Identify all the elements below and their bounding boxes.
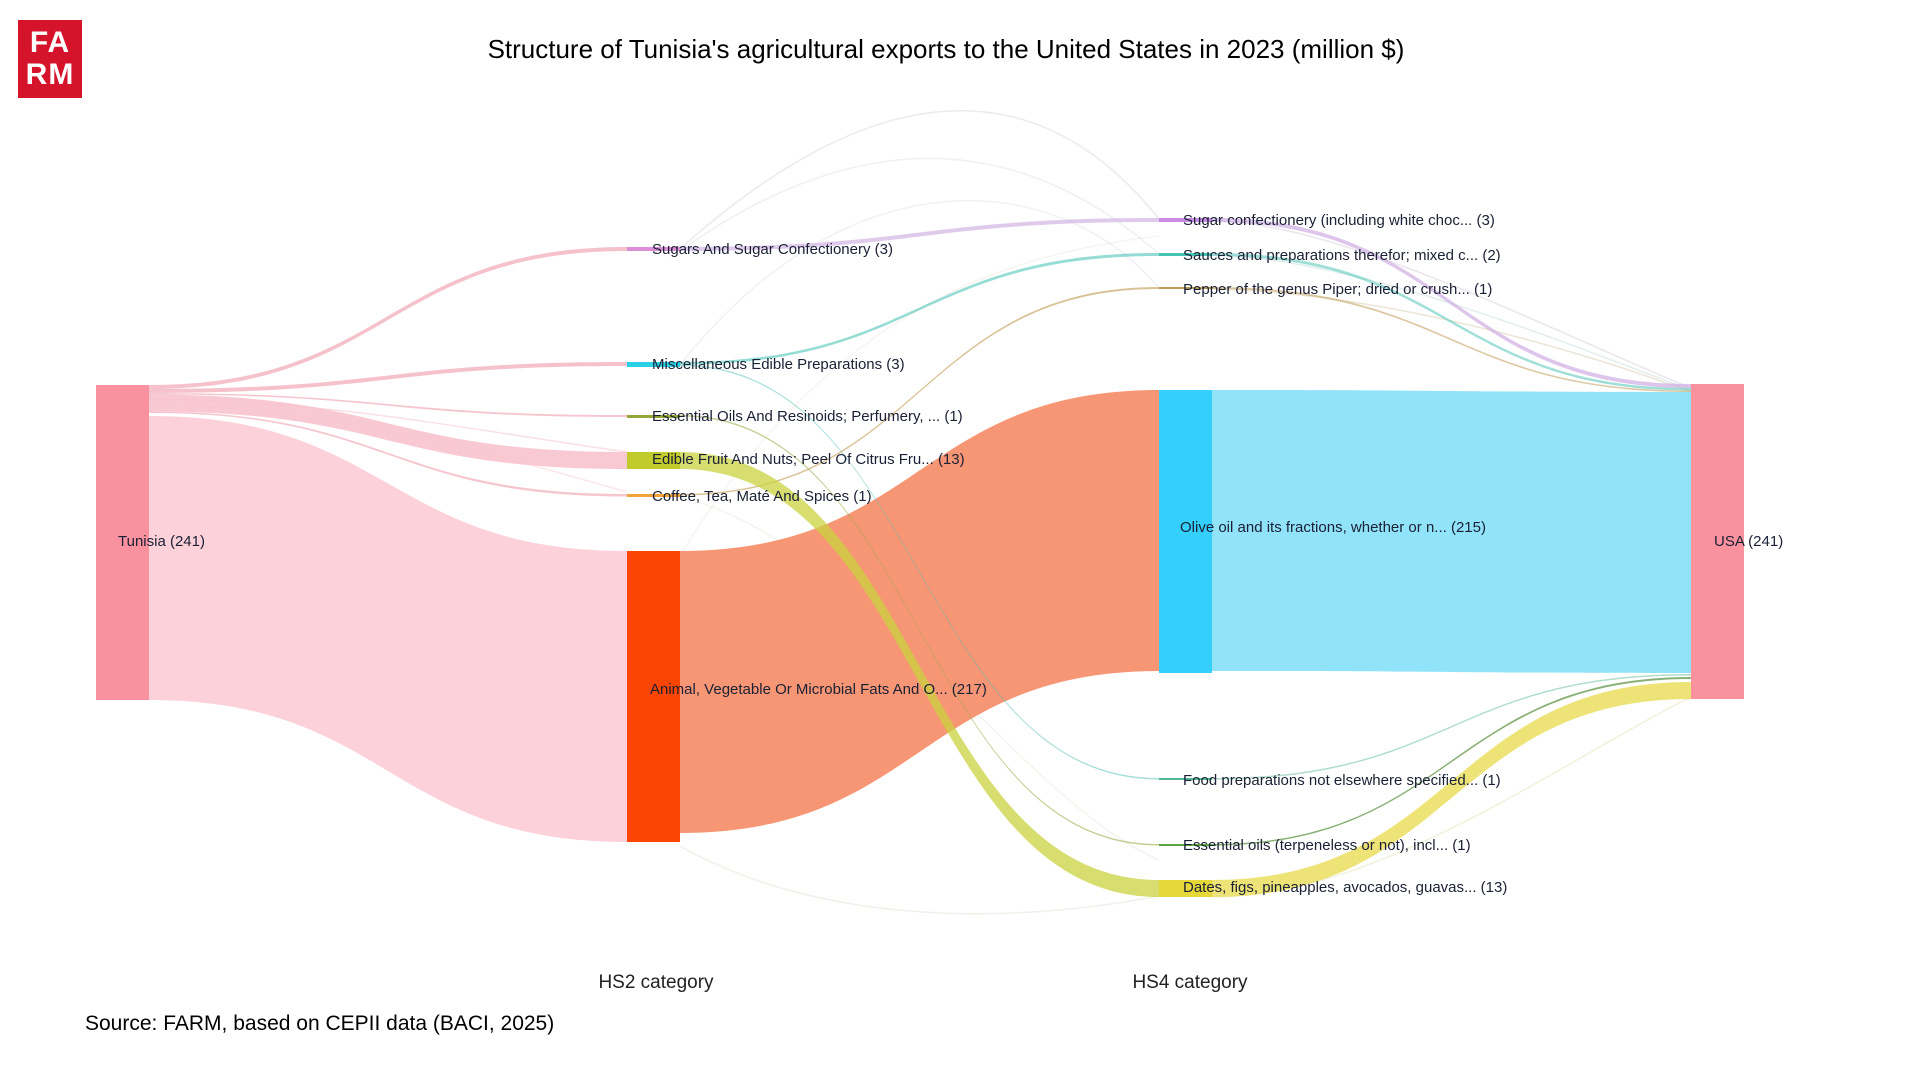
chart-title: Structure of Tunisia's agricultural expo…	[487, 34, 1405, 64]
sankey-label-essoil4: Essential oils (terpeneless or not), inc…	[1183, 837, 1471, 854]
sankey-ghost-link-10	[679, 845, 1160, 915]
sankey-node-fats2[interactable]	[627, 551, 680, 842]
sankey-link-tunisia-sugars2	[149, 247, 627, 389]
source-note: Source: FARM, based on CEPII data (BACI,…	[85, 1012, 555, 1035]
sankey-link-essoil2-essoil4	[680, 415, 1159, 846]
sankey-link-misc2-sauces4	[680, 253, 1159, 365]
sankey-node-edfruit2[interactable]	[627, 452, 680, 469]
sankey-link-oliveoil4-usa	[1212, 390, 1691, 673]
sankey-ghost-link-5	[1211, 254, 1692, 391]
sankey-node-sugarconf4[interactable]	[1159, 218, 1212, 222]
sankey-link-tunisia-misc2	[149, 362, 627, 393]
sankey-link-coffee2-pepper4	[680, 287, 1159, 496]
sankey-ghost-link-0	[679, 109, 1160, 250]
sankey-link-edfruit2-dates4	[680, 452, 1159, 897]
sankey-label-pepper4: Pepper of the genus Piper; dried or crus…	[1183, 281, 1492, 298]
sankey-link-essoil4-usa	[1212, 677, 1691, 846]
sankey-label-dates4: Dates, figs, pineapples, avocados, guava…	[1183, 879, 1507, 896]
sankey-label-fats2: Animal, Vegetable Or Microbial Fats And …	[650, 681, 987, 698]
sankey-label-usa: USA (241)	[1714, 533, 1783, 550]
sankey-link-tunisia-edfruit2	[149, 394, 627, 469]
sankey-label-misc2: Miscellaneous Edible Preparations (3)	[652, 356, 905, 373]
sankey-label-sauces4: Sauces and preparations therefor; mixed …	[1183, 247, 1501, 264]
sankey-link-fats2-oliveoil4	[680, 390, 1159, 833]
sankey-node-foodprep4[interactable]	[1159, 778, 1212, 780]
sankey-label-essoil2: Essential Oils And Resinoids; Perfumery,…	[652, 408, 963, 425]
axis-label-hs2: HS2 category	[598, 972, 714, 993]
sankey-link-dates4-usa	[1212, 682, 1691, 897]
sankey-link-pepper4-usa	[1212, 287, 1691, 392]
sankey-ghost-link-1	[679, 157, 1160, 255]
sankey-ghost-link-6	[1211, 288, 1692, 393]
sankey-node-tunisia[interactable]	[96, 385, 149, 700]
sankey-node-oliveoil4[interactable]	[1159, 390, 1212, 673]
sankey-ghost-link-2	[679, 199, 1160, 366]
sankey-node-essoil2[interactable]	[627, 415, 680, 418]
sankey-label-coffee2: Coffee, Tea, Maté And Spices (1)	[652, 488, 872, 505]
sankey-link-tunisia-essoil2	[149, 393, 627, 417]
sankey-node-coffee2[interactable]	[627, 494, 680, 497]
sankey-label-edfruit2: Edible Fruit And Nuts; Peel Of Citrus Fr…	[652, 451, 965, 468]
sankey-label-oliveoil4: Olive oil and its fractions, whether or …	[1180, 519, 1486, 536]
sankey-label-sugars2: Sugars And Sugar Confectionery (3)	[652, 241, 893, 258]
axis-label-hs4: HS4 category	[1132, 972, 1248, 993]
sankey-link-sugars2-sugarconf4	[680, 218, 1159, 251]
sankey-link-sugarconf4-usa	[1212, 218, 1691, 388]
sankey-label-sugarconf4: Sugar confectionery (including white cho…	[1183, 212, 1495, 229]
sankey-link-misc2-foodprep4	[680, 364, 1159, 780]
sankey-node-usa[interactable]	[1691, 384, 1744, 699]
farm-logo-line1: FA	[29, 26, 71, 59]
farm-logo-line2: RM	[25, 58, 75, 91]
sankey-link-tunisia-fats2	[149, 416, 627, 842]
sankey-node-sauces4[interactable]	[1159, 253, 1212, 256]
sankey-node-pepper4[interactable]	[1159, 287, 1212, 289]
sankey-node-essoil4[interactable]	[1159, 844, 1212, 846]
sankey-link-sauces4-usa	[1212, 253, 1691, 391]
sankey-label-foodprep4: Food preparations not elsewhere specifie…	[1183, 772, 1501, 789]
sankey-label-tunisia: Tunisia (241)	[118, 533, 205, 550]
sankey-node-sugars2[interactable]	[627, 247, 680, 251]
sankey-node-dates4[interactable]	[1159, 880, 1212, 897]
farm-logo: FA RM	[18, 20, 82, 98]
sankey-link-foodprep4-usa	[1212, 674, 1691, 780]
sankey-link-tunisia-coffee2	[149, 411, 627, 497]
sankey-node-misc2[interactable]	[627, 362, 680, 367]
sankey-ghost-link-4	[1211, 220, 1692, 389]
